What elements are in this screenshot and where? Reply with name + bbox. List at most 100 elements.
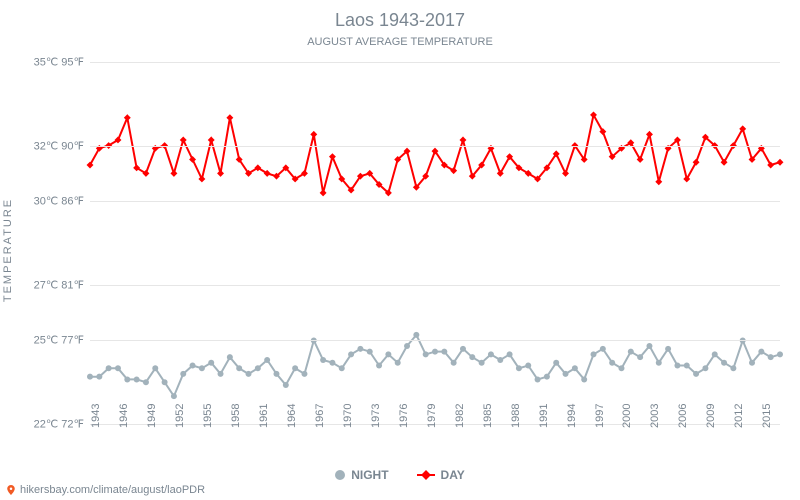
x-tick-label: 1946 <box>118 404 130 428</box>
chart-container: Laos 1943-2017 AUGUST AVERAGE TEMPERATUR… <box>0 0 800 500</box>
series-marker <box>600 346 606 352</box>
chart-svg <box>90 62 780 424</box>
map-pin-icon <box>6 485 16 495</box>
x-tick-label: 1976 <box>398 404 410 428</box>
series-marker <box>115 365 121 371</box>
series-marker <box>357 346 363 352</box>
x-tick-label: 1964 <box>286 404 298 428</box>
series-marker <box>217 170 224 177</box>
series-marker <box>376 363 382 369</box>
series-marker <box>236 365 242 371</box>
series-marker <box>124 376 130 382</box>
gridline <box>90 285 780 286</box>
gridline <box>90 201 780 202</box>
series-marker <box>162 379 168 385</box>
x-tick-label: 1973 <box>370 404 382 428</box>
series-marker <box>609 360 615 366</box>
series-marker <box>226 114 233 121</box>
series-marker <box>264 357 270 363</box>
x-tick-label: 1985 <box>482 404 494 428</box>
footer: hikersbay.com/climate/august/laoPDR <box>6 484 205 496</box>
series-marker <box>190 363 196 369</box>
series-marker <box>329 360 335 366</box>
series-marker <box>768 354 774 360</box>
series-marker <box>460 346 466 352</box>
series-marker <box>96 374 102 380</box>
series-marker <box>469 354 475 360</box>
y-tick-label: 27℃ 81℉ <box>34 278 90 291</box>
series-marker <box>497 357 503 363</box>
series-marker <box>273 371 279 377</box>
plot-area: 22℃ 72℉25℃ 77℉27℃ 81℉30℃ 86℉32℃ 90℉35℃ 9… <box>90 62 780 424</box>
y-tick-label: 35℃ 95℉ <box>34 56 90 69</box>
series-marker <box>507 351 513 357</box>
series-marker <box>777 351 783 357</box>
series-marker <box>348 351 354 357</box>
x-tick-label: 2006 <box>677 404 689 428</box>
series-marker <box>646 343 652 349</box>
x-tick-label: 1997 <box>594 404 606 428</box>
y-axis-label: TEMPERATURE <box>2 198 14 302</box>
legend: NIGHT DAY <box>0 468 800 482</box>
series-marker <box>516 365 522 371</box>
x-tick-label: 1994 <box>566 404 578 428</box>
series-marker <box>199 365 205 371</box>
series-marker <box>544 374 550 380</box>
series-marker <box>310 131 317 138</box>
series-marker <box>246 371 252 377</box>
series-marker <box>665 346 671 352</box>
series-marker <box>628 349 634 355</box>
series-marker <box>170 170 177 177</box>
series-marker <box>423 351 429 357</box>
series-marker <box>563 371 569 377</box>
chart-title: Laos 1943-2017 <box>0 10 800 31</box>
x-tick-label: 1955 <box>202 404 214 428</box>
series-marker <box>189 156 196 163</box>
series-marker <box>134 376 140 382</box>
x-tick-label: 1979 <box>426 404 438 428</box>
series-marker <box>152 365 158 371</box>
series-marker <box>320 357 326 363</box>
series-marker <box>479 360 485 366</box>
series-marker <box>758 349 764 355</box>
series-marker <box>535 376 541 382</box>
series-marker <box>553 360 559 366</box>
series-marker <box>208 137 215 144</box>
y-tick-label: 30℃ 86℉ <box>34 195 90 208</box>
series-marker <box>712 351 718 357</box>
series-marker <box>124 114 131 121</box>
y-tick-label: 25℃ 77℉ <box>34 334 90 347</box>
series-marker <box>171 393 177 399</box>
x-tick-label: 2000 <box>621 404 633 428</box>
x-tick-label: 2012 <box>733 404 745 428</box>
x-tick-label: 1970 <box>342 404 354 428</box>
x-tick-label: 1991 <box>538 404 550 428</box>
series-marker <box>413 332 419 338</box>
series-marker <box>180 137 187 144</box>
series-marker <box>320 189 327 196</box>
series-marker <box>441 349 447 355</box>
series-marker <box>562 170 569 177</box>
x-tick-label: 1967 <box>314 404 326 428</box>
series-marker <box>143 379 149 385</box>
x-tick-label: 1949 <box>146 404 158 428</box>
series-marker <box>227 354 233 360</box>
series-marker <box>208 360 214 366</box>
legend-swatch-day <box>417 474 435 476</box>
footer-link[interactable]: hikersbay.com/climate/august/laoPDR <box>20 484 205 496</box>
series-marker <box>646 131 653 138</box>
series-marker <box>367 349 373 355</box>
series-marker <box>329 153 336 160</box>
series-marker <box>693 371 699 377</box>
series-marker <box>255 365 261 371</box>
legend-label-night: NIGHT <box>351 468 388 482</box>
series-marker <box>432 349 438 355</box>
legend-item-night: NIGHT <box>335 468 388 482</box>
y-tick-label: 32℃ 90℉ <box>34 139 90 152</box>
series-marker <box>87 374 93 380</box>
series-marker <box>730 365 736 371</box>
legend-label-day: DAY <box>441 468 465 482</box>
series-marker <box>106 365 112 371</box>
series-marker <box>637 354 643 360</box>
chart-subtitle: AUGUST AVERAGE TEMPERATURE <box>0 36 800 48</box>
